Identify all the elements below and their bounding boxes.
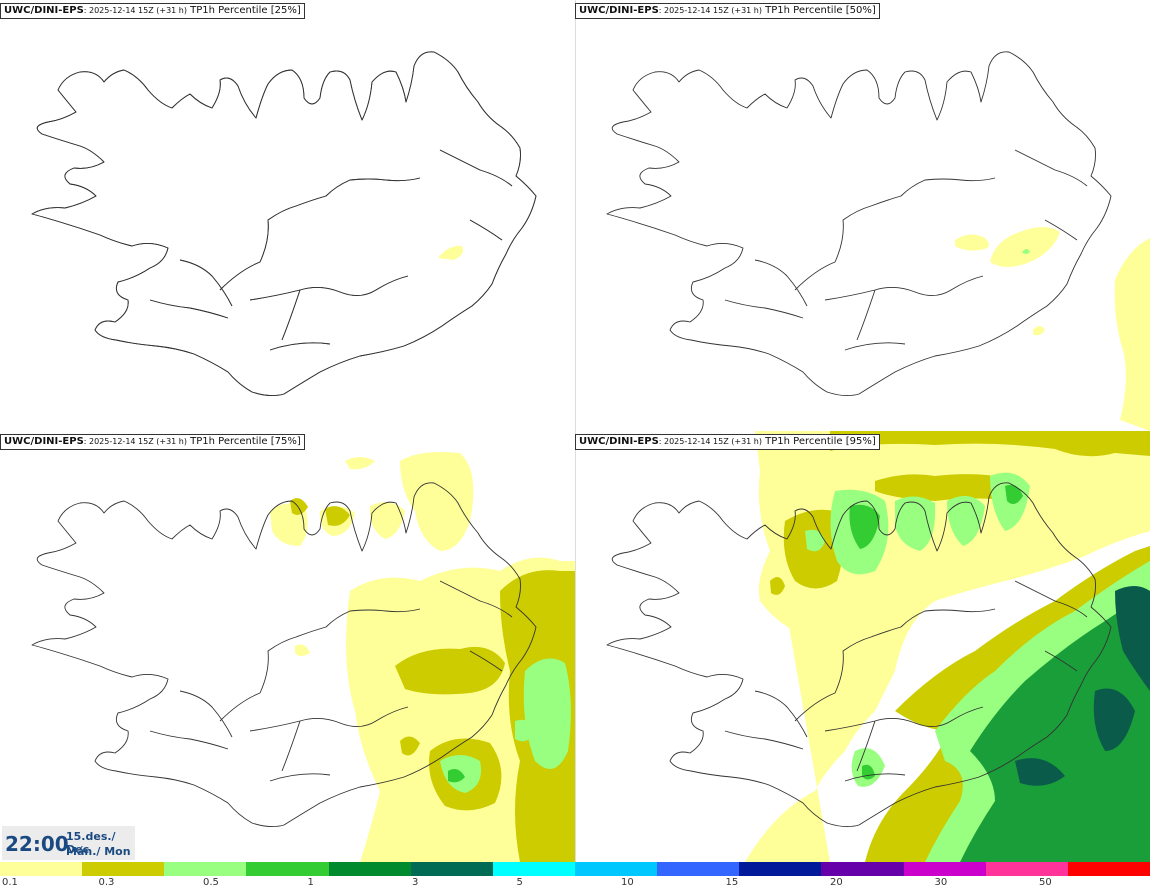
legend-swatch xyxy=(821,862,904,876)
legend-swatch xyxy=(0,862,83,876)
legend-swatch xyxy=(1067,862,1150,876)
panel-divider xyxy=(575,0,576,862)
legend-swatch xyxy=(82,862,165,876)
legend-tick-label: 30 xyxy=(934,877,948,888)
panel-title: UWC/DINI-EPS: 2025-12-14 15Z (+31 h) TP1… xyxy=(0,434,305,450)
iceland-map xyxy=(606,51,1150,431)
legend-swatch xyxy=(328,862,411,876)
panel-title: UWC/DINI-EPS: 2025-12-14 15Z (+31 h) TP1… xyxy=(0,3,305,19)
legend-tick-label: 15 xyxy=(725,877,739,888)
valid-weekday: Mán./ Mon xyxy=(66,845,131,858)
precip-areas xyxy=(955,227,1150,431)
map-panel-50: UWC/DINI-EPS: 2025-12-14 15Z (+31 h) TP1… xyxy=(575,0,1150,431)
iceland-map xyxy=(31,51,537,397)
color-legend xyxy=(0,862,1150,876)
precip-area xyxy=(438,245,463,260)
iceland-map xyxy=(31,452,575,862)
legend-swatch xyxy=(739,862,822,876)
map-panel-95: UWC/DINI-EPS: 2025-12-14 15Z (+31 h) TP1… xyxy=(575,431,1150,862)
precip-field xyxy=(745,431,1150,862)
valid-date: 15.des./ Dec xyxy=(66,830,116,856)
valid-time-box: 22:00 15.des./ Dec Mán./ Mon xyxy=(2,826,135,860)
legend-tick-label: 3 xyxy=(412,877,419,888)
legend-swatch xyxy=(246,862,329,876)
legend-swatch xyxy=(492,862,575,876)
legend-swatch xyxy=(164,862,247,876)
panel-title: UWC/DINI-EPS: 2025-12-14 15Z (+31 h) TP1… xyxy=(575,3,880,19)
panel-title: UWC/DINI-EPS: 2025-12-14 15Z (+31 h) TP1… xyxy=(575,434,880,450)
valid-time: 22:00 xyxy=(5,832,69,856)
map-panel-75: UWC/DINI-EPS: 2025-12-14 15Z (+31 h) TP1… xyxy=(0,431,575,862)
legend-tick-label: 0.3 xyxy=(98,877,115,888)
legend-swatch xyxy=(903,862,986,876)
legend-swatch xyxy=(410,862,493,876)
legend-ticks: 0.1 0.3 0.5 1 3 5 10 15 20 30 50 xyxy=(0,876,1150,891)
map-panel-25: UWC/DINI-EPS: 2025-12-14 15Z (+31 h) TP1… xyxy=(0,0,575,431)
iceland-map xyxy=(606,431,1150,862)
legend-tick-label: 20 xyxy=(830,877,843,888)
legend-swatch xyxy=(657,862,740,876)
legend-tick-label: 10 xyxy=(621,877,634,888)
legend-tick-label: 0.1 xyxy=(2,877,18,888)
legend-swatch xyxy=(985,862,1068,876)
legend-tick-label: 0.5 xyxy=(203,877,219,888)
legend-swatch xyxy=(574,862,658,876)
legend-tick-label: 1 xyxy=(307,877,314,888)
legend-tick-label: 50 xyxy=(1039,877,1052,888)
legend-tick-label: 5 xyxy=(516,877,523,888)
